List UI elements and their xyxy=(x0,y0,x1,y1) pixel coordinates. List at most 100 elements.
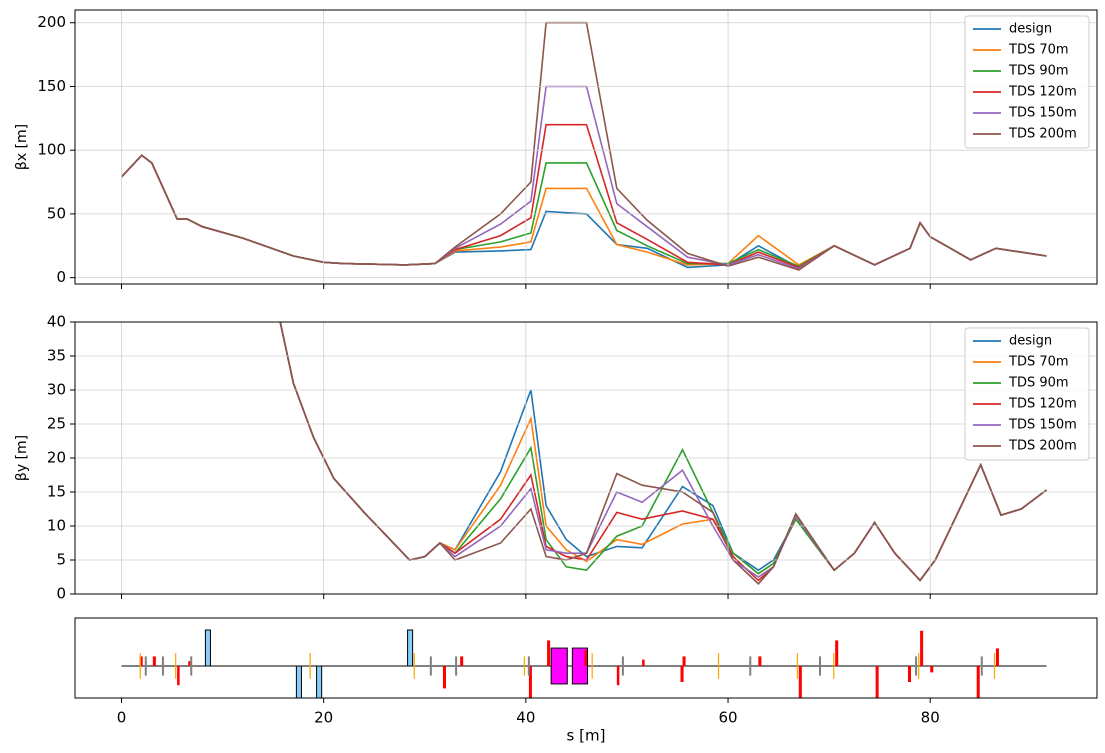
plot-area xyxy=(120,21,1047,271)
element xyxy=(995,648,999,666)
legend-label: design xyxy=(1009,22,1052,37)
legend-label: design xyxy=(1009,334,1052,349)
legend-label: TDS 90m xyxy=(1008,376,1069,391)
y-tick-label: 10 xyxy=(47,517,66,535)
element xyxy=(584,650,588,666)
y-axis-label: βx [m] xyxy=(14,124,30,170)
element xyxy=(316,665,323,698)
element xyxy=(682,656,686,666)
y-tick-label: 200 xyxy=(37,13,66,31)
x-tick-label: 60 xyxy=(718,709,737,727)
x-tick-label: 20 xyxy=(314,709,333,727)
series-line xyxy=(279,322,1047,582)
element xyxy=(144,656,147,676)
element xyxy=(161,656,164,676)
element xyxy=(976,666,980,698)
element xyxy=(798,666,802,698)
y-tick-label: 20 xyxy=(47,449,66,467)
element xyxy=(642,659,645,666)
axes-frame xyxy=(74,9,1098,285)
series-line xyxy=(279,322,1047,582)
element xyxy=(139,653,141,679)
element xyxy=(833,653,835,679)
y-tick-label: 0 xyxy=(56,268,66,286)
element xyxy=(907,666,911,682)
element xyxy=(550,647,568,685)
y-tick-label: 150 xyxy=(37,77,66,95)
legend-box xyxy=(964,15,1090,149)
legend-label: TDS 70m xyxy=(1008,355,1069,370)
element xyxy=(920,630,924,666)
element xyxy=(523,656,526,676)
y-tick-label: 25 xyxy=(47,415,66,433)
axes-frame xyxy=(74,617,1098,699)
series-line xyxy=(279,322,1047,582)
y-tick-label: 5 xyxy=(56,551,66,569)
element xyxy=(309,653,311,679)
element xyxy=(204,629,211,667)
element xyxy=(758,656,762,666)
element xyxy=(429,656,432,676)
legend-label: TDS 90m xyxy=(1008,64,1069,79)
element xyxy=(460,656,464,666)
legend-label: TDS 70m xyxy=(1008,43,1069,58)
element xyxy=(175,653,177,679)
element xyxy=(930,666,934,673)
series-line xyxy=(279,322,1047,585)
element xyxy=(875,666,879,698)
y-tick-label: 0 xyxy=(56,585,66,603)
element xyxy=(152,656,156,666)
y-axis-label: βy [m] xyxy=(14,435,30,481)
series-line xyxy=(279,322,1047,582)
element xyxy=(835,640,839,666)
element xyxy=(295,665,302,698)
element xyxy=(190,656,193,676)
element xyxy=(980,656,983,676)
element xyxy=(139,656,143,666)
series-line xyxy=(279,322,1047,582)
legend-label: TDS 200m xyxy=(1008,127,1077,142)
y-tick-label: 35 xyxy=(47,347,66,365)
x-tick-label: 40 xyxy=(516,709,535,727)
element xyxy=(591,653,593,679)
element xyxy=(527,656,530,676)
series-line xyxy=(120,123,1047,269)
plot-area xyxy=(121,629,1047,698)
element xyxy=(616,666,620,686)
series-line xyxy=(120,21,1047,271)
element xyxy=(915,656,918,676)
y-tick-label: 15 xyxy=(47,483,66,501)
element xyxy=(442,666,446,689)
legend-label: TDS 120m xyxy=(1008,85,1077,100)
legend-label: TDS 120m xyxy=(1008,397,1077,412)
element xyxy=(455,656,458,676)
legend-label: TDS 200m xyxy=(1008,439,1077,454)
y-tick-label: 40 xyxy=(47,313,66,331)
x-tick-label: 0 xyxy=(117,709,127,727)
element xyxy=(407,629,414,667)
legend-box xyxy=(964,327,1090,461)
series-line xyxy=(120,154,1047,266)
element xyxy=(819,656,822,676)
legend-label: TDS 150m xyxy=(1008,106,1077,121)
element xyxy=(571,647,589,685)
y-tick-label: 50 xyxy=(47,204,66,222)
element xyxy=(680,666,684,682)
axes-frame xyxy=(74,321,1098,595)
element xyxy=(547,640,551,666)
element xyxy=(177,666,180,686)
element xyxy=(749,656,752,676)
plot-area xyxy=(279,322,1047,585)
legend-label: TDS 150m xyxy=(1008,418,1077,433)
element xyxy=(188,661,192,666)
element xyxy=(717,653,720,679)
series-line xyxy=(120,154,1047,269)
y-tick-label: 30 xyxy=(47,381,66,399)
element xyxy=(528,666,532,698)
x-tick-label: 80 xyxy=(921,709,940,727)
element xyxy=(796,653,798,679)
element xyxy=(993,653,996,679)
series-line xyxy=(120,85,1047,270)
element xyxy=(413,653,415,679)
